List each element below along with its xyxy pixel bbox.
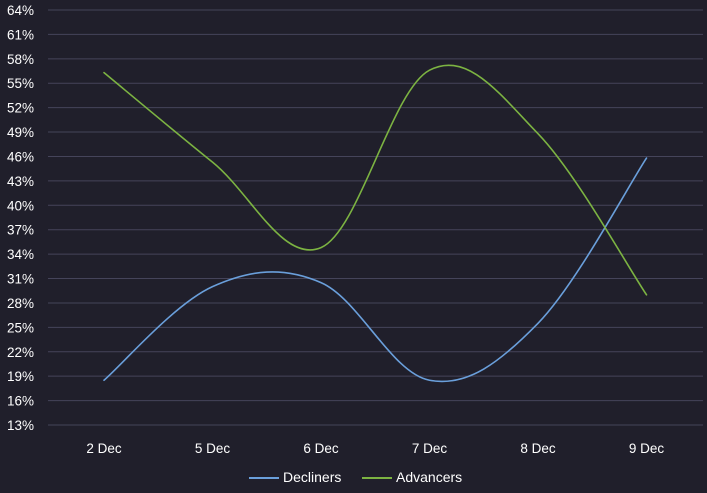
x-tick-label: 7 Dec <box>412 441 448 456</box>
y-tick-label: 52% <box>7 101 34 116</box>
y-tick-label: 40% <box>7 198 34 213</box>
y-tick-label: 49% <box>7 125 34 140</box>
y-tick-label: 13% <box>7 418 34 433</box>
x-axis-tick-labels: 2 Dec 5 Dec 6 Dec 7 Dec 8 Dec 9 Dec <box>86 441 664 456</box>
legend-item-decliners[interactable]: Decliners <box>249 469 341 485</box>
y-tick-label: 16% <box>7 394 34 409</box>
series-line-advancers <box>103 64 648 296</box>
y-tick-label: 28% <box>7 296 34 311</box>
y-tick-label: 58% <box>7 52 34 67</box>
y-tick-label: 22% <box>7 345 34 360</box>
x-tick-label: 9 Dec <box>629 441 665 456</box>
y-tick-label: 55% <box>7 76 34 91</box>
x-tick-label: 8 Dec <box>520 441 556 456</box>
y-tick-label: 19% <box>7 369 34 384</box>
legend-item-advancers[interactable]: Advancers <box>362 469 462 485</box>
series-line-decliners <box>103 157 648 383</box>
y-tick-label: 64% <box>7 3 34 18</box>
y-tick-label: 61% <box>7 27 34 42</box>
y-tick-label: 46% <box>7 149 34 164</box>
y-tick-label: 43% <box>7 174 34 189</box>
y-axis-tick-labels: 64% 61% 58% 55% 52% 49% 46% 43% 40% 37% 34% 31% 28% 2… <box>7 3 34 433</box>
grid-lines <box>48 9 703 426</box>
legend-label-decliners: Decliners <box>283 469 341 485</box>
y-tick-label: 37% <box>7 223 34 238</box>
y-tick-label: 25% <box>7 320 34 335</box>
y-tick-label: 34% <box>7 247 34 262</box>
legend-label-advancers: Advancers <box>396 469 462 485</box>
x-tick-label: 5 Dec <box>195 441 231 456</box>
x-tick-label: 6 Dec <box>303 441 339 456</box>
x-tick-label: 2 Dec <box>86 441 122 456</box>
legend[interactable]: Decliners Advancers <box>249 469 462 485</box>
y-tick-label: 31% <box>7 272 34 287</box>
series-lines <box>103 64 648 383</box>
